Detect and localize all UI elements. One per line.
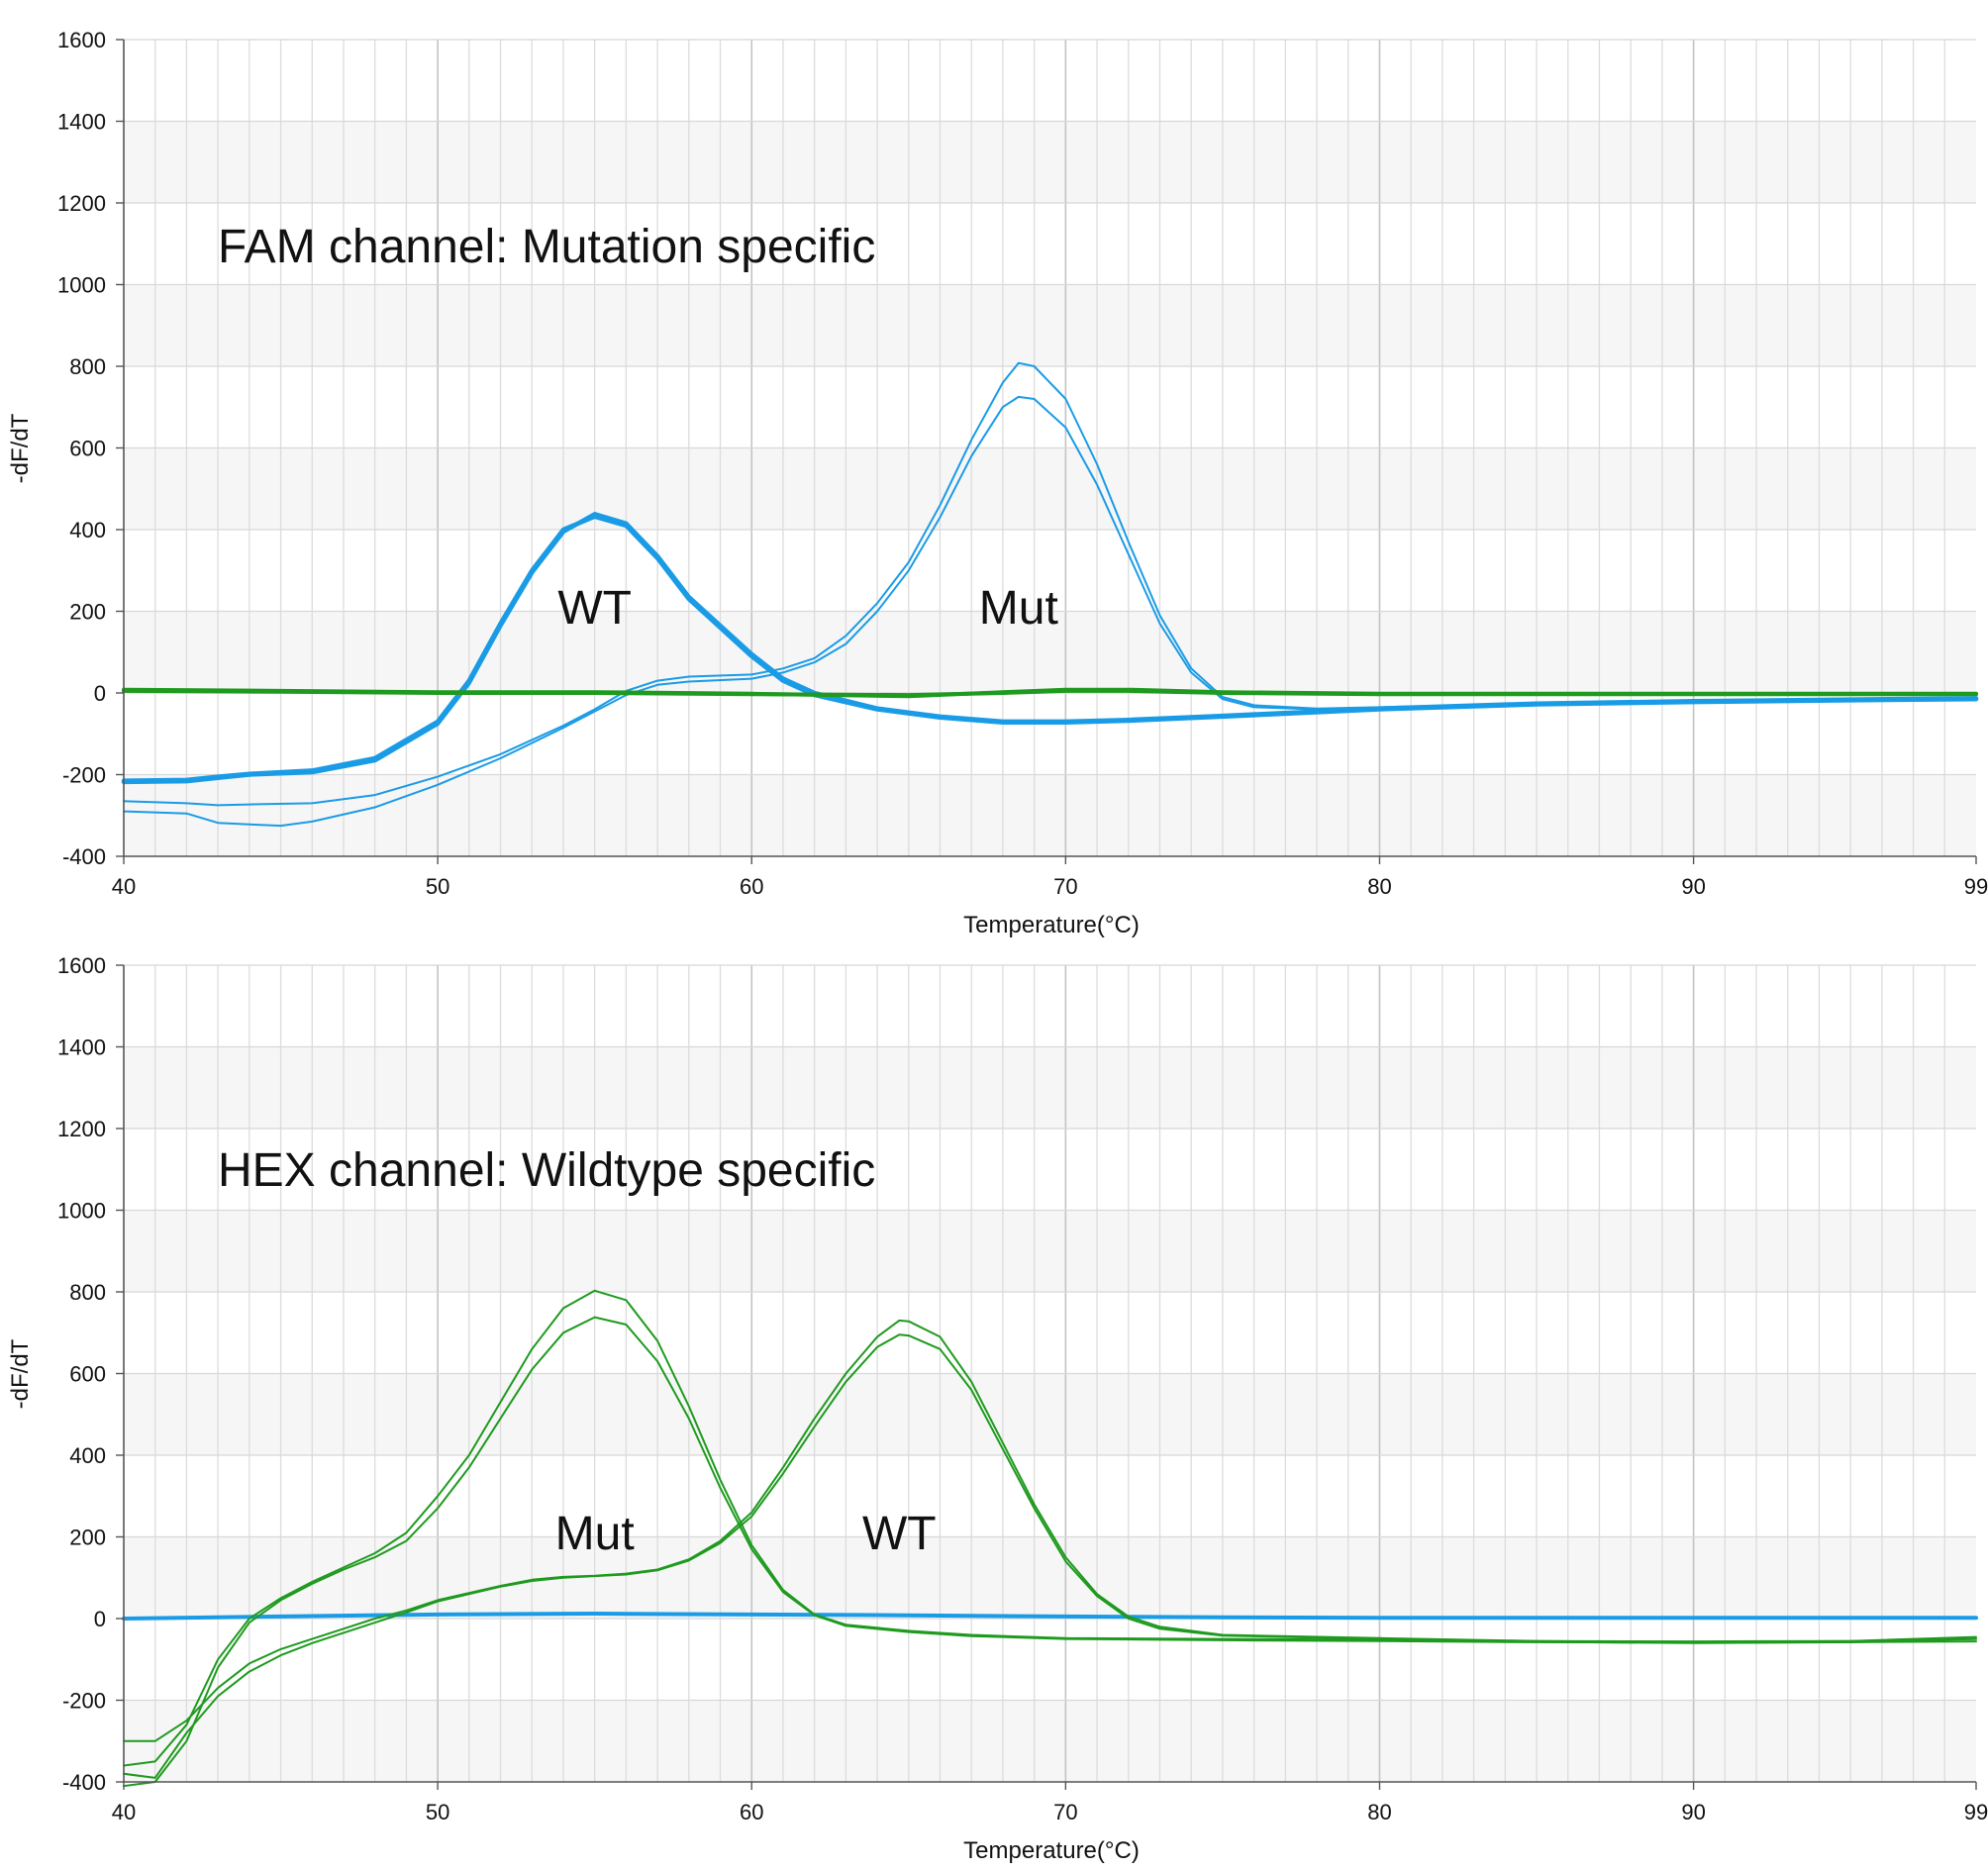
plot-band	[124, 40, 1976, 122]
chart-panel-1: -400 -200 0 200 400 600 800 1000 1200 1400 1600 40 5…	[7, 28, 1988, 938]
x-tick-label: 80	[1367, 874, 1391, 899]
y-tick-label: 1600	[57, 28, 106, 52]
panel-title: HEX channel: Wildtype specific	[218, 1144, 875, 1197]
series-line-2	[123, 1289, 1977, 1767]
x-tick-label: 50	[426, 874, 449, 899]
y-tick-label: -200	[62, 1689, 106, 1714]
x-tick-label: 60	[740, 874, 763, 899]
plot-band	[124, 1536, 1976, 1619]
y-tick-label: 200	[69, 600, 106, 625]
plot-band	[124, 1619, 1976, 1701]
y-tick-label: -400	[62, 844, 106, 869]
plot-band	[124, 530, 1976, 612]
y-tick-label: 800	[69, 354, 106, 379]
x-tick-label: 50	[426, 1800, 449, 1824]
peak-annotation: Mut	[555, 1508, 635, 1560]
plot-band	[124, 284, 1976, 366]
plot-band	[124, 1292, 1976, 1374]
chart-panel-2: -400 -200 0 200 400 600 800 1000 1200 1400 1600 40 5…	[7, 953, 1988, 1864]
x-tick-label: 40	[112, 874, 136, 899]
y-tick-label: 400	[69, 1443, 106, 1468]
y-tick-label: 1200	[57, 191, 106, 216]
plot-band	[124, 1210, 1976, 1292]
plot-band	[124, 366, 1976, 448]
y-tick-label: 200	[69, 1526, 106, 1550]
series-line-5	[123, 1333, 1977, 1779]
y-tick-label: 0	[94, 1607, 106, 1631]
x-tick-label: 40	[112, 1800, 136, 1824]
series-line-3	[123, 361, 1977, 807]
y-tick-label: 600	[69, 1362, 106, 1387]
y-tick-label: 1000	[57, 273, 106, 298]
y-tick-label: 1400	[57, 110, 106, 135]
y-tick-label: 1200	[57, 1117, 106, 1141]
y-tick-label: 800	[69, 1280, 106, 1305]
x-tick-label: 80	[1367, 1800, 1391, 1824]
peak-annotation: WT	[557, 582, 632, 635]
plot-band	[124, 1046, 1976, 1129]
peak-annotation: WT	[862, 1508, 937, 1560]
y-tick-label: 600	[69, 437, 106, 461]
panel-title: FAM channel: Mutation specific	[218, 221, 875, 273]
x-tick-label: 99	[1964, 1800, 1988, 1824]
plot-band	[124, 121, 1976, 203]
series-line-3	[123, 1316, 1977, 1788]
plot-band	[124, 1129, 1976, 1211]
y-tick-label: -200	[62, 763, 106, 788]
plot-band	[124, 1373, 1976, 1455]
y-tick-label: 1600	[57, 953, 106, 978]
y-tick-label: 0	[94, 681, 106, 706]
series-line-6	[122, 687, 1978, 699]
y-tick-label: -400	[62, 1770, 106, 1795]
series-group	[122, 1289, 1978, 1788]
x-tick-label: 70	[1053, 874, 1077, 899]
series-group	[121, 361, 1979, 828]
y-axis-title: -dF/dT	[7, 413, 34, 483]
y-tick-label: 400	[69, 518, 106, 542]
plot-band	[124, 1455, 1976, 1537]
x-tick-label: 60	[740, 1800, 763, 1824]
x-tick-label: 70	[1053, 1800, 1077, 1824]
x-axis-title: Temperature(°C)	[963, 912, 1140, 938]
series-line-4	[123, 395, 1977, 828]
peak-annotation: Mut	[979, 582, 1058, 635]
series-line-4	[123, 1319, 1977, 1742]
y-axis-title: -dF/dT	[7, 1338, 34, 1409]
plot-band	[124, 447, 1976, 530]
x-tick-label: 99	[1964, 874, 1988, 899]
plot-band	[124, 611, 1976, 693]
plot-band	[124, 1700, 1976, 1782]
x-tick-label: 90	[1681, 874, 1705, 899]
series-line-2	[121, 512, 1979, 785]
plot-band	[124, 965, 1976, 1047]
x-axis-title: Temperature(°C)	[963, 1837, 1140, 1864]
y-tick-label: 1000	[57, 1199, 106, 1224]
y-tick-label: 1400	[57, 1035, 106, 1060]
plot-band	[124, 203, 1976, 285]
series-line-1	[122, 1612, 1978, 1621]
plot-band	[124, 693, 1976, 775]
plot-band	[124, 774, 1976, 856]
x-tick-label: 90	[1681, 1800, 1705, 1824]
